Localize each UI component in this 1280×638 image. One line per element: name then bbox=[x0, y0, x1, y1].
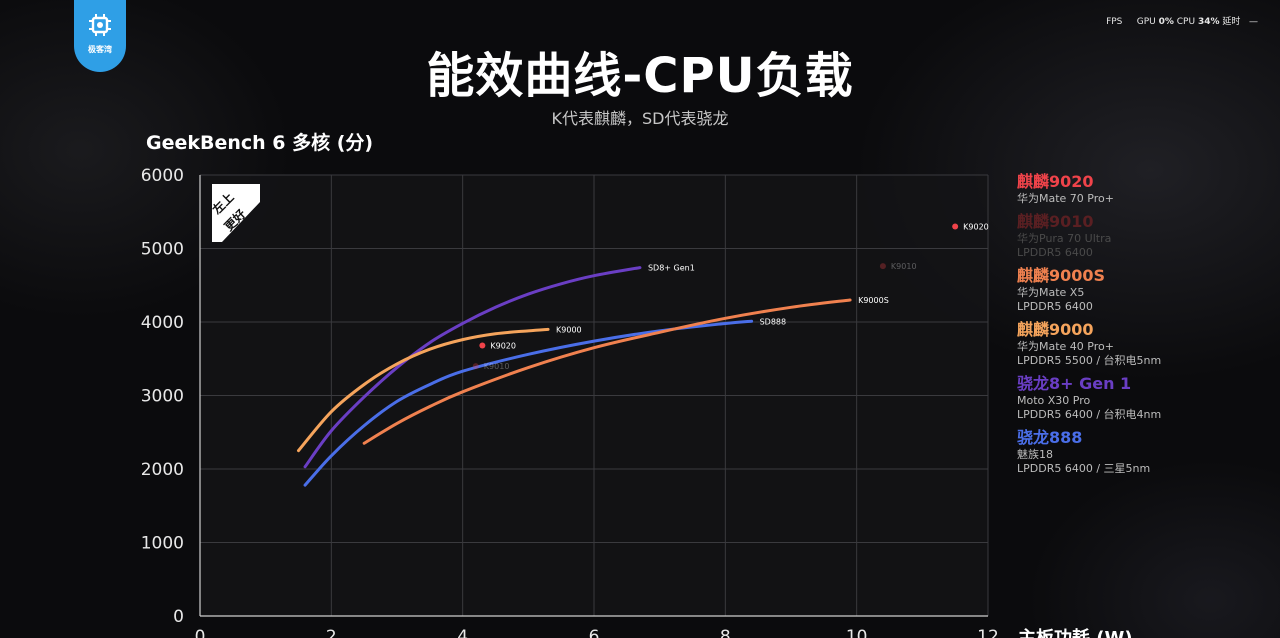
legend-item-detail: LPDDR5 6400 / 三星5nm bbox=[1017, 462, 1151, 475]
legend-item-detail: LPDDR5 5500 / 台积电5nm bbox=[1017, 354, 1162, 367]
series-end-label: K9000 bbox=[556, 325, 582, 334]
point-label: K9010 bbox=[891, 262, 917, 271]
y-tick-label: 2000 bbox=[141, 460, 184, 480]
cpu-unit: % bbox=[1210, 17, 1220, 27]
x-tick-label: 8 bbox=[720, 627, 731, 638]
legend-item-detail: 华为Pura 70 Ultra bbox=[1017, 232, 1112, 245]
legend: 麒麟9020 华为Mate 70 Pro+ 麒麟9010 华为Pura 70 Ultr… bbox=[1017, 172, 1267, 482]
y-tick-label: 6000 bbox=[141, 166, 184, 186]
legend-item-detail: 华为Mate X5 bbox=[1017, 286, 1085, 299]
logo-text: 极客湾 bbox=[88, 45, 112, 54]
page-subtitle: K代表麒麟，SD代表骁龙 bbox=[551, 109, 729, 128]
legend-item-name: 麒麟9000S bbox=[1017, 266, 1106, 285]
cpu-value: 34 bbox=[1197, 17, 1211, 27]
hud-dash: — bbox=[1249, 17, 1258, 27]
better-badge bbox=[212, 184, 260, 242]
point-label: K9020 bbox=[963, 222, 989, 231]
series-line-k9000s bbox=[362, 298, 852, 445]
y-tick-label: 1000 bbox=[141, 534, 184, 554]
legend-item-name: 麒麟9000 bbox=[1017, 320, 1094, 339]
y-tick-label: 5000 bbox=[141, 240, 184, 260]
point-label: K9010 bbox=[484, 362, 510, 371]
data-point-k9010 bbox=[879, 263, 886, 270]
series-line-k9000 bbox=[297, 327, 550, 453]
cpu-label: CPU bbox=[1176, 17, 1196, 27]
x-tick-label: 6 bbox=[589, 627, 600, 638]
latency-label: 延时 bbox=[1222, 17, 1241, 27]
legend-item: 麒麟9000 华为Mate 40 Pro+ LPDDR5 5500 / 台积电5nm bbox=[1017, 320, 1267, 368]
legend-item-detail: 魅族18 bbox=[1017, 448, 1053, 461]
gpu-label: GPU bbox=[1136, 17, 1156, 27]
legend-item: 骁龙8+ Gen 1 Moto X30 Pro LPDDR5 6400 / 台积电4… bbox=[1017, 374, 1267, 422]
legend-item-detail: LPDDR5 6400 / 台积电4nm bbox=[1017, 408, 1162, 421]
legend-item-name: 骁龙888 bbox=[1017, 428, 1083, 447]
x-tick-label: 2 bbox=[326, 627, 337, 638]
legend-item-detail: LPDDR5 6400 bbox=[1017, 246, 1093, 259]
data-point-k9020 bbox=[479, 342, 486, 349]
data-point-k9020 bbox=[952, 223, 959, 230]
legend-item-name: 麒麟9020 bbox=[1017, 172, 1094, 191]
y-tick-label: 3000 bbox=[141, 387, 184, 407]
chart-title: GeekBench 6 多核 (分) bbox=[146, 132, 374, 154]
chip-icon bbox=[89, 14, 111, 36]
series-end-label: K9000S bbox=[858, 296, 889, 305]
series-line-sd8-gen1 bbox=[303, 266, 642, 469]
x-axis-label: 主板功耗 (W) bbox=[1018, 627, 1133, 638]
gpu-unit: % bbox=[1164, 17, 1174, 27]
x-tick-label: 4 bbox=[457, 627, 468, 638]
y-tick-label: 0 bbox=[173, 607, 184, 627]
legend-item-name: 骁龙8+ Gen 1 bbox=[1017, 374, 1132, 393]
legend-item: 麒麟9000S 华为Mate X5 LPDDR5 6400 bbox=[1017, 266, 1267, 314]
legend-item-detail: Moto X30 Pro bbox=[1017, 394, 1091, 407]
brand-logo: 极客湾 bbox=[74, 0, 126, 72]
page-title: 能效曲线-CPU负载 bbox=[426, 48, 854, 104]
legend-item: 骁龙888 魅族18 LPDDR5 6400 / 三星5nm bbox=[1017, 428, 1267, 476]
performance-overlay: FPS GPU 0% CPU 34% 延时 — bbox=[1106, 14, 1258, 27]
legend-item: 麒麟9020 华为Mate 70 Pro+ bbox=[1017, 172, 1267, 206]
legend-item: 麒麟9010 华为Pura 70 Ultra LPDDR5 6400 bbox=[1017, 212, 1267, 260]
legend-item-detail: 华为Mate 70 Pro+ bbox=[1017, 192, 1114, 205]
y-tick-label: 4000 bbox=[141, 313, 184, 333]
data-point-k9010 bbox=[472, 363, 479, 370]
gpu-value: 0 bbox=[1158, 17, 1165, 27]
x-tick-label: 12 bbox=[977, 627, 999, 638]
fps-label: FPS bbox=[1106, 17, 1123, 27]
legend-item-detail: LPDDR5 6400 bbox=[1017, 300, 1093, 313]
x-tick-label: 10 bbox=[846, 627, 868, 638]
series-end-label: SD8+ Gen1 bbox=[648, 264, 695, 273]
x-tick-label: 0 bbox=[195, 627, 206, 638]
series-end-label: SD888 bbox=[760, 317, 787, 326]
legend-item-detail: 华为Mate 40 Pro+ bbox=[1017, 340, 1114, 353]
legend-item-name: 麒麟9010 bbox=[1017, 212, 1094, 231]
point-label: K9020 bbox=[490, 342, 516, 351]
